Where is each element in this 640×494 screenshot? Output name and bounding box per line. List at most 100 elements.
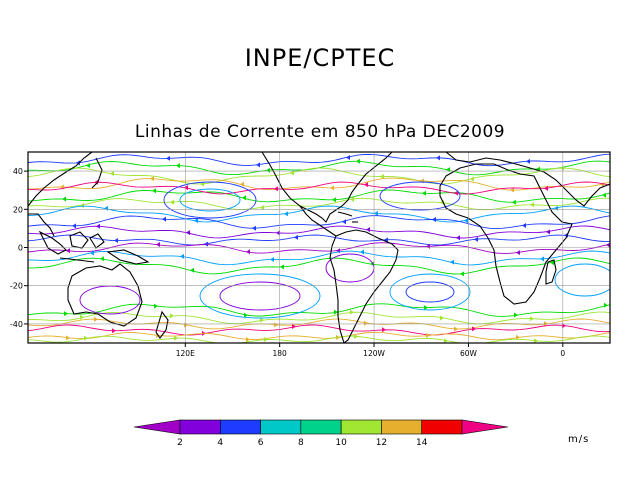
streamline-arrow — [454, 190, 458, 196]
streamline-arrow — [86, 163, 90, 169]
colorbar-label: 10 — [335, 438, 347, 448]
streamline-arrow — [602, 192, 606, 198]
streamline-arrow — [204, 241, 208, 247]
grid-lines — [28, 152, 610, 343]
streamline-arrow — [244, 312, 248, 318]
streamline — [28, 250, 610, 266]
streamline-arrow — [64, 311, 68, 317]
streamline-arrow — [284, 211, 288, 217]
streamline-gyre — [219, 281, 301, 311]
streamline-arrow — [260, 317, 264, 323]
map-axes: 40 20 0 -20 -40 120E 180 120W 60W 0 — [10, 167, 565, 358]
streamline-gyre — [389, 273, 471, 311]
streamline-arrow — [166, 155, 170, 161]
streamline-arrow — [544, 185, 548, 191]
streamline-arrow — [252, 225, 256, 231]
streamlines — [28, 153, 610, 343]
streamline — [28, 257, 610, 275]
streamline-arrow — [360, 249, 364, 255]
streamline-arrow — [156, 242, 160, 248]
streamline-arrow — [90, 250, 94, 256]
streamline-arrow — [80, 314, 84, 320]
streamline-arrow — [364, 182, 368, 188]
colorbar-segment — [300, 419, 342, 435]
streamline-arrow — [422, 190, 426, 196]
streamline-arrow — [84, 335, 88, 341]
streamline-arrow — [384, 237, 388, 243]
streamline-arrow — [444, 338, 448, 343]
colorbar-left-arrow — [133, 419, 181, 435]
streamline-arrow — [162, 216, 166, 222]
lon-tick-label: 60W — [460, 349, 478, 358]
colorbar-segment — [179, 419, 221, 435]
streamline-arrow — [600, 181, 604, 187]
streamline-arrow — [186, 230, 190, 236]
streamline-arrow — [150, 176, 154, 182]
streamline-arrow — [76, 160, 80, 166]
streamline — [28, 331, 610, 341]
streamline-arrow — [104, 205, 108, 211]
streamline-arrow — [240, 181, 244, 187]
streamline-arrow — [200, 181, 204, 187]
lat-tick-label: -20 — [10, 282, 23, 291]
streamline-arrow — [332, 197, 336, 203]
streamline-arrow — [266, 167, 270, 173]
streamline-arrow — [526, 158, 530, 164]
streamline-arrow — [382, 327, 386, 333]
streamline-arrow — [242, 195, 246, 201]
streamline-arrow — [432, 216, 436, 222]
streamline-arrow — [294, 234, 298, 240]
streamline-arrow — [170, 313, 174, 319]
streamline-arrow — [522, 222, 526, 228]
streamline-gyre — [405, 281, 455, 303]
streamline-arrow — [514, 312, 518, 318]
lat-tick-label: -40 — [10, 320, 23, 329]
colorbar-right-arrow — [461, 419, 509, 435]
streamline-gyre — [199, 273, 321, 319]
colorbar-segment — [219, 419, 261, 435]
streamline-arrow — [440, 315, 444, 321]
streamline — [28, 324, 610, 336]
streamline-arrow — [350, 196, 354, 202]
lon-tick-label: 120E — [176, 349, 195, 358]
lat-tick-label: 20 — [13, 205, 23, 214]
streamline-arrow — [464, 218, 468, 224]
streamline-gyre — [379, 181, 461, 211]
streamline — [28, 181, 610, 195]
lon-tick-label: 120W — [363, 349, 385, 358]
streamline-arrow — [370, 261, 374, 267]
streamline-arrow — [450, 259, 454, 265]
streamline-arrow — [334, 309, 338, 315]
streamline-arrow — [66, 248, 70, 254]
streamline-arrow — [96, 223, 100, 229]
streamline-arrow — [194, 218, 198, 224]
streamline-arrow — [260, 205, 264, 211]
streamline-arrow — [264, 337, 268, 343]
streamline-arrow — [380, 173, 384, 179]
streamline — [28, 167, 610, 185]
streamline-arrow — [174, 335, 178, 341]
streamline-arrow — [604, 302, 608, 308]
header-title: INPE/CPTEC — [244, 44, 396, 72]
streamline-arrow — [276, 230, 280, 236]
streamline-arrow — [606, 242, 610, 248]
streamline-arrow — [426, 332, 430, 338]
streamline-arrow — [330, 185, 334, 191]
streamline-arrow — [152, 188, 156, 194]
map-title: Linhas de Corrente em 850 hPa DEC2009 — [134, 122, 506, 142]
streamline-arrow — [190, 267, 194, 273]
streamline-arrow — [534, 338, 538, 343]
streamline-arrow — [456, 235, 460, 241]
streamline — [28, 205, 610, 223]
streamline-gyre — [163, 181, 257, 219]
streamline-arrow — [366, 227, 370, 233]
colorbar-segment — [260, 419, 302, 435]
streamline-arrow — [342, 219, 346, 225]
streamline-arrow — [62, 196, 66, 202]
streamline-arrow — [474, 236, 478, 242]
colorbar-label: 8 — [298, 438, 304, 448]
streamline-arrow — [516, 334, 520, 340]
colorbar-units: m/s — [568, 434, 590, 445]
